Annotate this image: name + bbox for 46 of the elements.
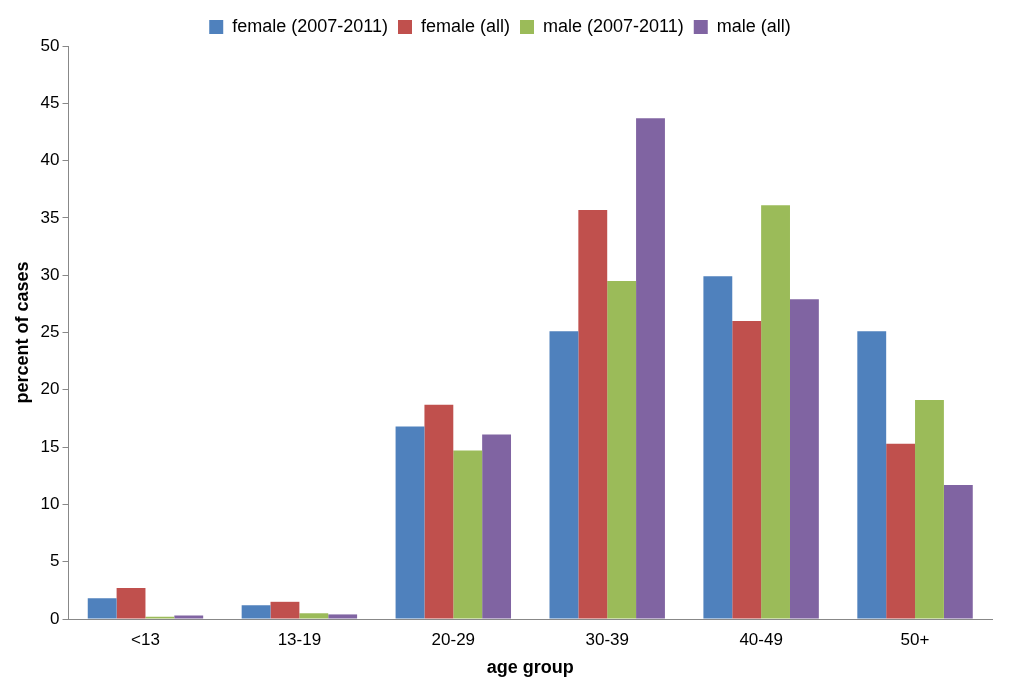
bar	[424, 404, 454, 619]
bar	[482, 434, 512, 619]
bar	[789, 299, 819, 619]
bar	[703, 276, 733, 619]
bar	[87, 598, 117, 619]
legend-label: male (2007-2011)	[543, 15, 684, 36]
bar	[607, 280, 637, 619]
bar	[732, 321, 762, 619]
bar	[857, 331, 887, 619]
bar	[636, 118, 665, 619]
bar	[328, 614, 358, 619]
bar	[886, 443, 916, 619]
bar	[241, 605, 271, 619]
x-tick-label: <13	[131, 629, 160, 649]
bar	[270, 601, 300, 619]
bar	[299, 613, 329, 619]
y-tick-label: 15	[40, 436, 60, 456]
legend-label: female (2007-2011)	[232, 15, 388, 36]
x-tick-label: 50+	[900, 629, 930, 649]
x-axis-title: age group	[486, 657, 574, 678]
bar	[578, 209, 608, 619]
y-tick-label: 10	[40, 494, 60, 514]
y-tick-label: 50	[40, 35, 60, 55]
bar	[943, 484, 973, 619]
bar	[549, 331, 579, 619]
legend-label: male (all)	[716, 15, 791, 36]
y-tick-label: 40	[40, 150, 60, 170]
y-tick-label: 35	[40, 207, 60, 227]
y-tick-label: 20	[40, 379, 60, 399]
x-tick-label: 20-29	[431, 629, 476, 649]
x-tick-label: 40-49	[739, 629, 783, 649]
y-tick-label: 25	[40, 322, 60, 342]
x-tick-label: 13-19	[277, 629, 322, 649]
bar	[116, 588, 146, 619]
legend-label: female (all)	[420, 15, 511, 36]
y-axis-title: percent of cases	[11, 261, 32, 404]
y-tick-label: 30	[40, 264, 60, 284]
y-tick-label: 5	[50, 551, 60, 571]
bar	[453, 450, 483, 619]
x-tick-label: 30-39	[585, 629, 629, 649]
bar	[395, 426, 425, 619]
bar	[174, 615, 204, 619]
bar	[915, 400, 944, 619]
y-tick-label: 45	[40, 92, 60, 112]
y-tick-label: 0	[50, 608, 60, 628]
bar	[761, 205, 790, 619]
